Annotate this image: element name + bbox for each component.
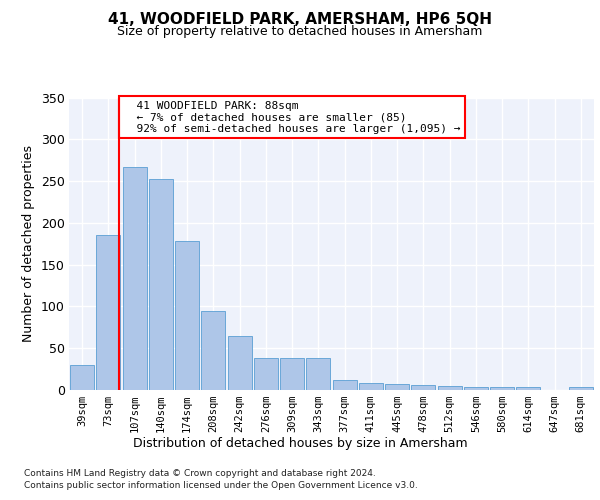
Bar <box>490 388 514 390</box>
Bar <box>280 358 304 390</box>
Text: Size of property relative to detached houses in Amersham: Size of property relative to detached ho… <box>118 25 482 38</box>
Text: Distribution of detached houses by size in Amersham: Distribution of detached houses by size … <box>133 438 467 450</box>
Bar <box>359 384 383 390</box>
Bar <box>122 167 147 390</box>
Y-axis label: Number of detached properties: Number of detached properties <box>22 145 35 342</box>
Text: Contains HM Land Registry data © Crown copyright and database right 2024.: Contains HM Land Registry data © Crown c… <box>24 469 376 478</box>
Bar <box>202 310 226 390</box>
Bar <box>464 386 488 390</box>
Text: 41 WOODFIELD PARK: 88sqm
  ← 7% of detached houses are smaller (85)
  92% of sem: 41 WOODFIELD PARK: 88sqm ← 7% of detache… <box>124 101 461 134</box>
Text: 41, WOODFIELD PARK, AMERSHAM, HP6 5QH: 41, WOODFIELD PARK, AMERSHAM, HP6 5QH <box>108 12 492 28</box>
Bar <box>149 178 173 390</box>
Bar <box>569 388 593 390</box>
Bar <box>96 234 121 390</box>
Bar <box>175 241 199 390</box>
Bar <box>227 336 252 390</box>
Bar <box>70 365 94 390</box>
Bar <box>332 380 356 390</box>
Bar <box>516 388 541 390</box>
Bar <box>412 385 436 390</box>
Bar <box>306 358 331 390</box>
Text: Contains public sector information licensed under the Open Government Licence v3: Contains public sector information licen… <box>24 481 418 490</box>
Bar <box>254 358 278 390</box>
Bar <box>437 386 462 390</box>
Bar <box>385 384 409 390</box>
